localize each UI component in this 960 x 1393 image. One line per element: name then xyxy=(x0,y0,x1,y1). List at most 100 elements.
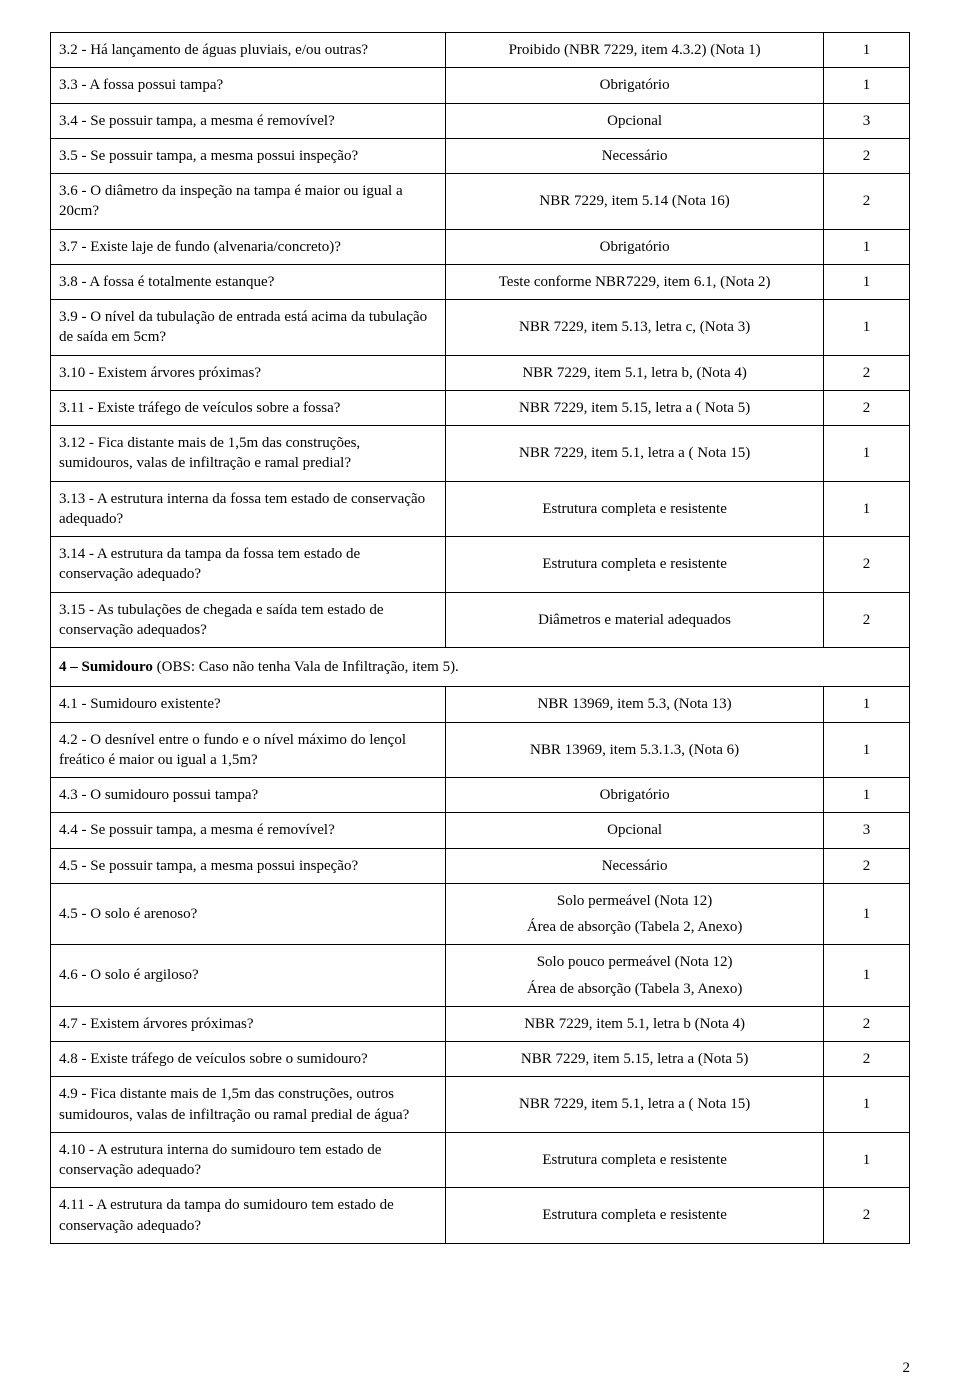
question-cell: 3.14 - A estrutura da tampa da fossa tem… xyxy=(51,537,446,593)
table-row: 3.13 - A estrutura interna da fossa tem … xyxy=(51,481,910,537)
question-cell: 4.1 - Sumidouro existente? xyxy=(51,687,446,722)
value-cell: 1 xyxy=(824,945,910,1007)
value-cell: 2 xyxy=(824,592,910,648)
table-row: 4.8 - Existe tráfego de veículos sobre o… xyxy=(51,1042,910,1077)
reference-line: Área de absorção (Tabela 2, Anexo) xyxy=(454,917,815,937)
value-cell: 2 xyxy=(824,138,910,173)
table-row: 3.9 - O nível da tubulação de entrada es… xyxy=(51,300,910,356)
value-cell: 3 xyxy=(824,813,910,848)
reference-cell: Diâmetros e material adequados xyxy=(446,592,824,648)
value-cell: 1 xyxy=(824,68,910,103)
table-row: 4.5 - Se possuir tampa, a mesma possui i… xyxy=(51,848,910,883)
value-cell: 2 xyxy=(824,1042,910,1077)
value-cell: 2 xyxy=(824,1188,910,1244)
question-cell: 3.5 - Se possuir tampa, a mesma possui i… xyxy=(51,138,446,173)
question-cell: 3.7 - Existe laje de fundo (alvenaria/co… xyxy=(51,229,446,264)
reference-cell: Estrutura completa e resistente xyxy=(446,1132,824,1188)
reference-cell: Estrutura completa e resistente xyxy=(446,481,824,537)
question-cell: 3.13 - A estrutura interna da fossa tem … xyxy=(51,481,446,537)
reference-cell: NBR 7229, item 5.14 (Nota 16) xyxy=(446,174,824,230)
table-row: 3.10 - Existem árvores próximas?NBR 7229… xyxy=(51,355,910,390)
value-cell: 1 xyxy=(824,883,910,945)
reference-line: Área de absorção (Tabela 3, Anexo) xyxy=(454,979,815,999)
table-row: 4.7 - Existem árvores próximas?NBR 7229,… xyxy=(51,1006,910,1041)
reference-cell: NBR 7229, item 5.15, letra a ( Nota 5) xyxy=(446,390,824,425)
value-cell: 1 xyxy=(824,229,910,264)
value-cell: 2 xyxy=(824,848,910,883)
reference-cell: Obrigatório xyxy=(446,229,824,264)
reference-line: Solo permeável (Nota 12) xyxy=(454,891,815,911)
reference-line: Solo pouco permeável (Nota 12) xyxy=(454,952,815,972)
table-row: 4.10 - A estrutura interna do sumidouro … xyxy=(51,1132,910,1188)
inspection-table: 3.2 - Há lançamento de águas pluviais, e… xyxy=(50,32,910,1244)
value-cell: 1 xyxy=(824,264,910,299)
table-row: 4.5 - O solo é arenoso?Solo permeável (N… xyxy=(51,883,910,945)
value-cell: 1 xyxy=(824,300,910,356)
value-cell: 3 xyxy=(824,103,910,138)
reference-cell: Necessário xyxy=(446,848,824,883)
question-cell: 4.7 - Existem árvores próximas? xyxy=(51,1006,446,1041)
table-row: 3.15 - As tubulações de chegada e saída … xyxy=(51,592,910,648)
value-cell: 1 xyxy=(824,426,910,482)
reference-cell: Obrigatório xyxy=(446,68,824,103)
value-cell: 2 xyxy=(824,537,910,593)
document-page: 3.2 - Há lançamento de águas pluviais, e… xyxy=(0,0,960,1393)
reference-cell: NBR 7229, item 5.1, letra a ( Nota 15) xyxy=(446,426,824,482)
question-cell: 4.4 - Se possuir tampa, a mesma é removí… xyxy=(51,813,446,848)
reference-cell: NBR 7229, item 5.15, letra a (Nota 5) xyxy=(446,1042,824,1077)
page-number: 2 xyxy=(903,1360,911,1377)
table-row: 3.4 - Se possuir tampa, a mesma é removí… xyxy=(51,103,910,138)
table-row: 3.2 - Há lançamento de águas pluviais, e… xyxy=(51,33,910,68)
value-cell: 1 xyxy=(824,722,910,778)
reference-cell: NBR 7229, item 5.1, letra b, (Nota 4) xyxy=(446,355,824,390)
table-row: 3.7 - Existe laje de fundo (alvenaria/co… xyxy=(51,229,910,264)
section-title-bold: 4 – Sumidouro xyxy=(59,659,153,675)
question-cell: 4.3 - O sumidouro possui tampa? xyxy=(51,778,446,813)
reference-cell: NBR 13969, item 5.3, (Nota 13) xyxy=(446,687,824,722)
reference-cell: Opcional xyxy=(446,813,824,848)
question-cell: 4.9 - Fica distante mais de 1,5m das con… xyxy=(51,1077,446,1133)
question-cell: 3.3 - A fossa possui tampa? xyxy=(51,68,446,103)
reference-cell: Necessário xyxy=(446,138,824,173)
question-cell: 3.2 - Há lançamento de águas pluviais, e… xyxy=(51,33,446,68)
value-cell: 1 xyxy=(824,1132,910,1188)
table-row: 3.11 - Existe tráfego de veículos sobre … xyxy=(51,390,910,425)
table-row: 4.9 - Fica distante mais de 1,5m das con… xyxy=(51,1077,910,1133)
value-cell: 2 xyxy=(824,390,910,425)
question-cell: 3.8 - A fossa é totalmente estanque? xyxy=(51,264,446,299)
table-row: 3.12 - Fica distante mais de 1,5m das co… xyxy=(51,426,910,482)
table-row: 3.5 - Se possuir tampa, a mesma possui i… xyxy=(51,138,910,173)
question-cell: 3.9 - O nível da tubulação de entrada es… xyxy=(51,300,446,356)
table-row: 4.3 - O sumidouro possui tampa?Obrigatór… xyxy=(51,778,910,813)
value-cell: 1 xyxy=(824,778,910,813)
reference-cell: Proibido (NBR 7229, item 4.3.2) (Nota 1) xyxy=(446,33,824,68)
table-row: 4.6 - O solo é argiloso?Solo pouco perme… xyxy=(51,945,910,1007)
reference-cell: Teste conforme NBR7229, item 6.1, (Nota … xyxy=(446,264,824,299)
question-cell: 4.8 - Existe tráfego de veículos sobre o… xyxy=(51,1042,446,1077)
table-row: 4.4 - Se possuir tampa, a mesma é removí… xyxy=(51,813,910,848)
reference-cell: Solo pouco permeável (Nota 12) Área de ab… xyxy=(446,945,824,1007)
reference-cell: NBR 7229, item 5.13, letra c, (Nota 3) xyxy=(446,300,824,356)
question-cell: 3.10 - Existem árvores próximas? xyxy=(51,355,446,390)
value-cell: 1 xyxy=(824,687,910,722)
value-cell: 2 xyxy=(824,355,910,390)
table-row: 3.3 - A fossa possui tampa?Obrigatório1 xyxy=(51,68,910,103)
value-cell: 1 xyxy=(824,481,910,537)
reference-cell: NBR 7229, item 5.1, letra b (Nota 4) xyxy=(446,1006,824,1041)
question-cell: 4.11 - A estrutura da tampa do sumidouro… xyxy=(51,1188,446,1244)
table-row: 3.8 - A fossa é totalmente estanque?Test… xyxy=(51,264,910,299)
reference-cell: Solo permeável (Nota 12) Área de absorção… xyxy=(446,883,824,945)
reference-cell: Opcional xyxy=(446,103,824,138)
question-cell: 4.2 - O desnível entre o fundo e o nível… xyxy=(51,722,446,778)
value-cell: 1 xyxy=(824,33,910,68)
table-row: 4.2 - O desnível entre o fundo e o nível… xyxy=(51,722,910,778)
reference-cell: Obrigatório xyxy=(446,778,824,813)
question-cell: 3.6 - O diâmetro da inspeção na tampa é … xyxy=(51,174,446,230)
question-cell: 4.6 - O solo é argiloso? xyxy=(51,945,446,1007)
table-row: 3.14 - A estrutura da tampa da fossa tem… xyxy=(51,537,910,593)
section-header: 4 – Sumidouro (OBS: Caso não tenha Vala … xyxy=(51,648,910,687)
value-cell: 2 xyxy=(824,174,910,230)
section-header-row: 4 – Sumidouro (OBS: Caso não tenha Vala … xyxy=(51,648,910,687)
reference-cell: Estrutura completa e resistente xyxy=(446,537,824,593)
table-row: 4.1 - Sumidouro existente?NBR 13969, ite… xyxy=(51,687,910,722)
